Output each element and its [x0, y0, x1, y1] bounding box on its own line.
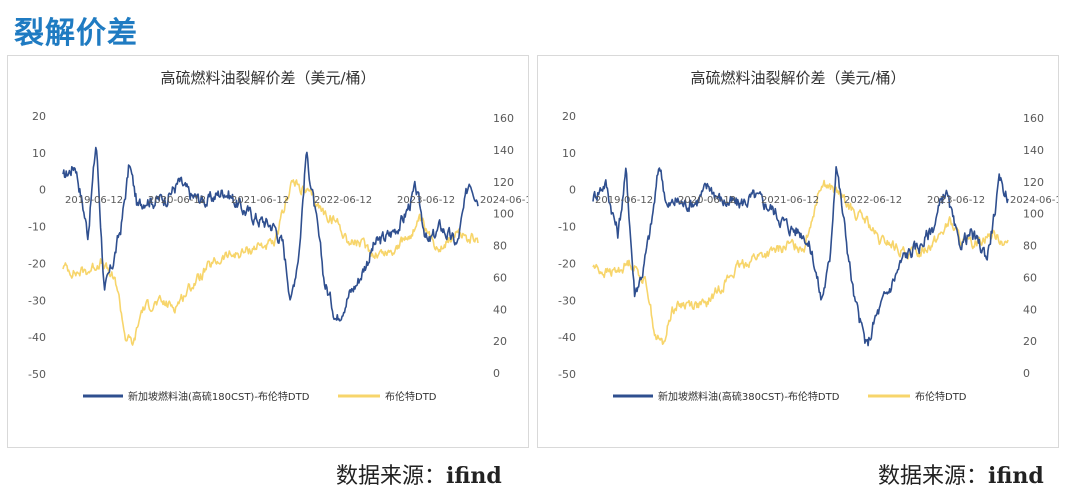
y-right-tick-label: 0	[1023, 367, 1030, 380]
legend-label-brent: 布伦特DTD	[385, 390, 437, 403]
y-right-tick-label: 80	[1023, 240, 1037, 253]
legend-label-spread: 新加坡燃料油(高硫180CST)-布伦特DTD	[128, 390, 310, 403]
y-left-tick-label: -20	[28, 257, 46, 270]
y-right-tick-label: 40	[493, 303, 507, 316]
y-left-tick-label: -40	[558, 331, 576, 344]
chart-title: 高硫燃料油裂解价差（美元/桶）	[160, 69, 375, 87]
data-source-left: 数据来源：ifind	[336, 458, 502, 490]
source-label: 数据来源：	[336, 464, 447, 489]
x-tick-label: 2020-06-12	[148, 195, 206, 206]
y-right-tick-label: 140	[493, 144, 514, 157]
chart-right: 高硫燃料油裂解价差（美元/桶）20100-10-20-30-40-5016014…	[558, 69, 1058, 403]
y-right-tick-label: 0	[493, 367, 500, 380]
y-right-tick-label: 20	[1023, 335, 1037, 348]
data-source-right: 数据来源：ifind	[878, 458, 1044, 490]
y-left-tick-label: 20	[562, 110, 576, 123]
chart-left: 高硫燃料油裂解价差（美元/桶）20100-10-20-30-40-5016014…	[28, 69, 528, 403]
chart-panel-right: 高硫燃料油裂解价差（美元/桶） 20 10 0 -10 -20 -30 -40 -50 160 14…	[537, 55, 1059, 448]
x-tick-label: 2024-06-12	[1010, 195, 1058, 206]
series-brent-line	[62, 179, 479, 346]
y-left-tick-label: 0	[569, 184, 576, 197]
y-right-tick-label: 120	[1023, 176, 1044, 189]
y-right-tick-label: 120	[493, 176, 514, 189]
x-tick-label: 2022-06-12	[844, 195, 902, 206]
y-left-tick-label: 10	[32, 147, 46, 160]
chart-title: 高硫燃料油裂解价差（美元/桶）	[690, 69, 905, 87]
series-spread-line	[592, 166, 1009, 347]
source-value: ifind	[446, 463, 502, 489]
x-tick-label: 2020-06-12	[678, 195, 736, 206]
x-tick-label: 2023-06-12	[397, 195, 455, 206]
y-left-tick-label: -50	[28, 368, 46, 381]
y-left-tick-label: 20	[32, 110, 46, 123]
x-tick-label: 2023-06-12	[927, 195, 985, 206]
y-right-tick-label: 160	[493, 112, 514, 125]
page-title: 裂解价差	[14, 16, 138, 51]
y-left-tick-label: -50	[558, 368, 576, 381]
legend-label-brent: 布伦特DTD	[915, 390, 967, 403]
legend-label-spread: 新加坡燃料油(高硫380CST)-布伦特DTD	[658, 390, 840, 403]
y-right-tick-label: 160	[1023, 112, 1044, 125]
y-left-tick-label: -30	[558, 294, 576, 307]
source-value: ifind	[988, 463, 1044, 489]
y-left-tick-label: -10	[558, 221, 576, 234]
x-tick-label: 2022-06-12	[314, 195, 372, 206]
y-right-tick-label: 60	[493, 271, 507, 284]
y-right-tick-label: 80	[493, 240, 507, 253]
y-right-tick-label: 100	[1023, 208, 1044, 221]
y-left-tick-label: 0	[39, 184, 46, 197]
series-brent-line	[592, 179, 1009, 345]
y-left-tick-label: -30	[28, 294, 46, 307]
y-left-tick-label: -20	[558, 257, 576, 270]
y-left-tick-label: -40	[28, 331, 46, 344]
y-right-tick-label: 100	[493, 208, 514, 221]
x-tick-label: 2021-06-12	[761, 195, 819, 206]
y-left-tick-label: -10	[28, 221, 46, 234]
y-right-tick-label: 40	[1023, 303, 1037, 316]
y-left-tick-label: 10	[562, 147, 576, 160]
y-right-tick-label: 140	[1023, 144, 1044, 157]
source-label: 数据来源：	[878, 464, 989, 489]
x-tick-label: 2021-06-12	[231, 195, 289, 206]
chart-panel-left: 高硫燃料油裂解价差（美元/桶） 20 10 0 -10 -20 -30 -40 -50 160 14…	[7, 55, 529, 448]
x-tick-label: 2024-06-12	[480, 195, 528, 206]
x-tick-label: 2019-06-12	[595, 195, 653, 206]
y-right-tick-label: 60	[1023, 271, 1037, 284]
x-tick-label: 2019-06-12	[65, 195, 123, 206]
y-right-tick-label: 20	[493, 335, 507, 348]
series-spread-line	[62, 146, 479, 322]
